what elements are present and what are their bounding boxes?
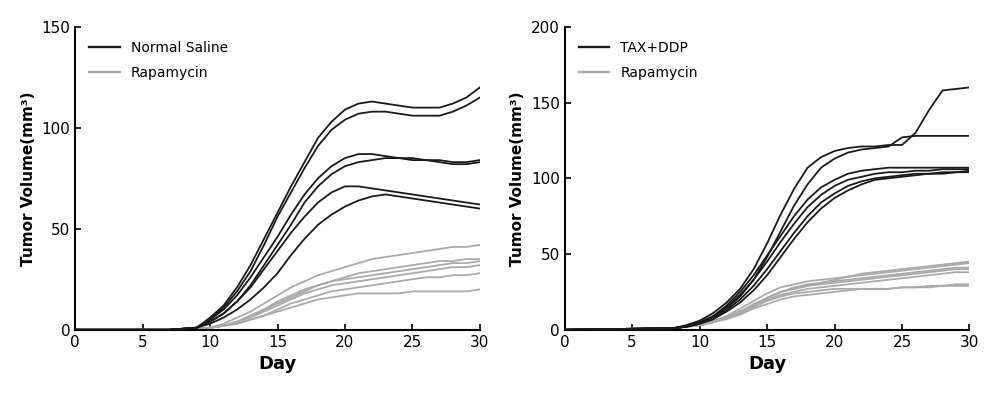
Legend: Normal Saline, Rapamycin: Normal Saline, Rapamycin — [82, 34, 235, 87]
Legend: TAX+DDP, Rapamycin: TAX+DDP, Rapamycin — [572, 34, 705, 87]
Y-axis label: Tumor Volume(mm³): Tumor Volume(mm³) — [21, 91, 36, 266]
X-axis label: Day: Day — [258, 355, 297, 373]
X-axis label: Day: Day — [748, 355, 786, 373]
Y-axis label: Tumor Volume(mm³): Tumor Volume(mm³) — [510, 91, 525, 266]
